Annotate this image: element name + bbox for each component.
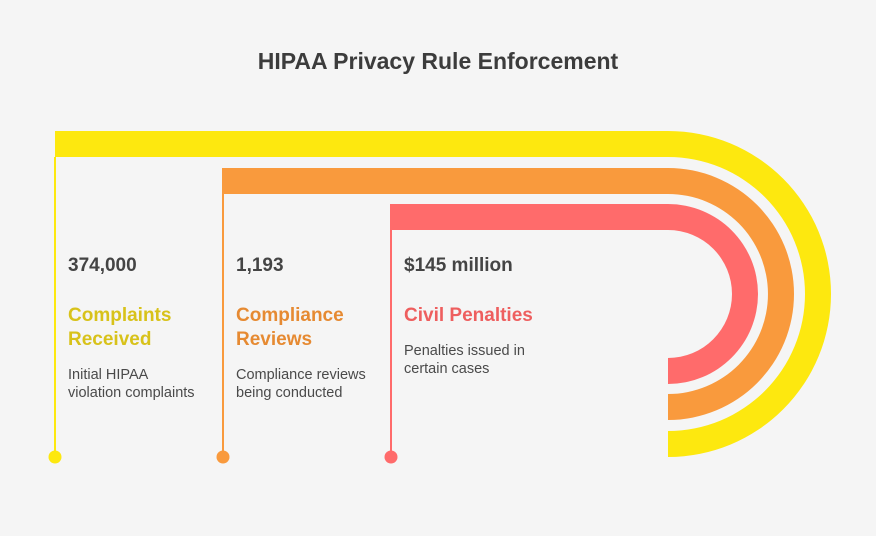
stat-label-line: Received xyxy=(68,329,152,350)
stat-description-line: Penalties issued in xyxy=(404,343,525,359)
stat-penalties: $145 million Civil Penalties Penalties i… xyxy=(404,255,564,378)
stat-value: 1,193 xyxy=(236,255,284,276)
penalties-dot xyxy=(384,450,398,464)
reviews-band xyxy=(222,168,794,420)
stat-description-line: being conducted xyxy=(236,385,343,401)
complaints-dot xyxy=(48,450,62,464)
complaints-band xyxy=(55,131,831,457)
stat-description: Penalties issued in certain cases xyxy=(404,342,564,378)
stat-description-line: Compliance reviews xyxy=(236,367,366,383)
stat-complaints: 374,000 Complaints Received Initial HIPA… xyxy=(68,255,228,402)
stat-reviews: 1,193 Compliance Reviews Compliance revi… xyxy=(236,255,396,402)
stat-label: Civil Penalties xyxy=(404,304,564,328)
stat-description: Initial HIPAA violation complaints xyxy=(68,366,228,402)
stat-description-line: certain cases xyxy=(404,361,490,377)
stat-description-line: Initial HIPAA xyxy=(68,367,149,383)
penalties-band xyxy=(390,204,758,384)
stat-label-line: Complaints xyxy=(68,305,172,326)
stat-label-line: Civil Penalties xyxy=(404,305,533,326)
stat-description: Compliance reviews being conducted xyxy=(236,366,396,402)
page-title: HIPAA Privacy Rule Enforcement xyxy=(257,48,619,74)
reviews-dot xyxy=(216,450,230,464)
stat-description-line: violation complaints xyxy=(68,385,195,401)
stat-label: Compliance Reviews xyxy=(236,304,396,352)
stat-value: 374,000 xyxy=(68,255,137,276)
stat-label-line: Reviews xyxy=(236,329,313,350)
stat-value: $145 million xyxy=(404,255,513,276)
stat-label: Complaints Received xyxy=(68,304,228,352)
stat-label-line: Compliance xyxy=(236,305,344,326)
